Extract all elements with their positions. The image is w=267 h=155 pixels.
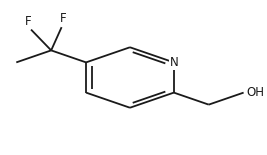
Text: F: F	[60, 12, 66, 25]
Text: F: F	[25, 15, 31, 28]
Text: N: N	[170, 56, 178, 69]
Text: OH: OH	[246, 86, 264, 99]
